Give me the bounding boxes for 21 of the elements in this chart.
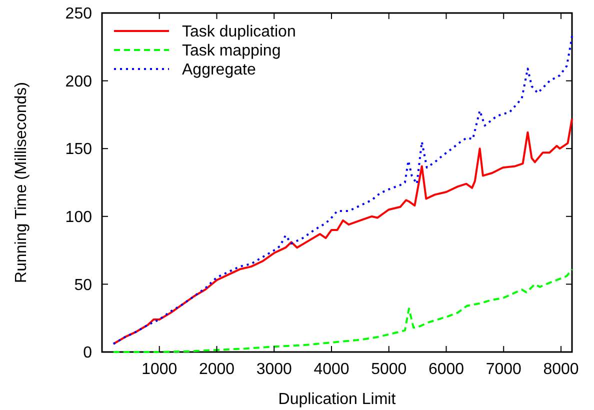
y-tick-label: 0	[83, 344, 92, 362]
y-tick-label: 200	[65, 73, 92, 90]
x-tick-label: 5000	[371, 361, 407, 378]
x-tick-label: 6000	[428, 361, 464, 378]
x-tick-label: 1000	[142, 361, 178, 378]
x-tick-label: 4000	[314, 361, 350, 378]
y-tick-label: 250	[65, 6, 92, 23]
legend-label: Aggregate	[182, 62, 256, 79]
y-tick-label: 100	[65, 209, 92, 226]
legend-label: Task mapping	[182, 42, 281, 60]
y-tick-label: 150	[65, 141, 92, 158]
x-tick-label: 2000	[198, 361, 235, 378]
x-tick-label: 8000	[543, 361, 579, 378]
y-axis-title: Running Time (Milliseconds)	[13, 82, 30, 283]
y-tick-label: 50	[74, 276, 92, 294]
x-tick-label: 7000	[486, 361, 522, 378]
line-series	[112, 268, 573, 353]
x-tick-label: 3000	[256, 361, 292, 378]
legend-label: Task duplication	[182, 24, 296, 41]
x-axis-title: Duplication Limit	[278, 391, 396, 408]
line-series	[112, 118, 573, 345]
